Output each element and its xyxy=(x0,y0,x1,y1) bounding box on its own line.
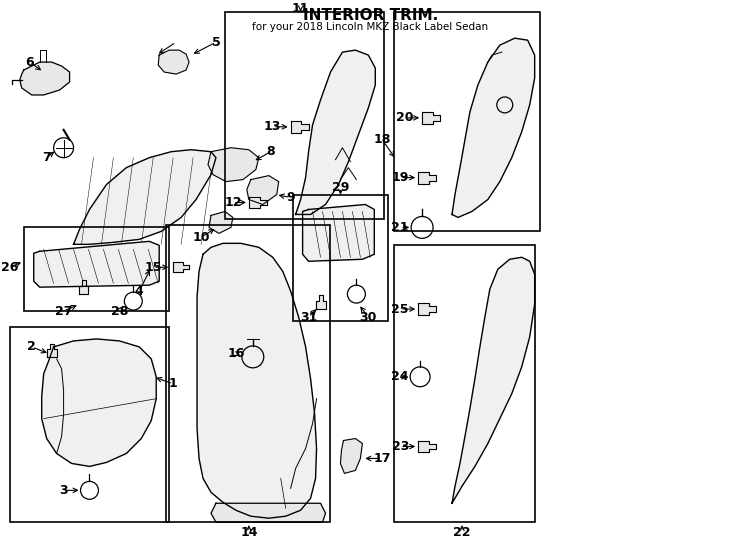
Text: 26: 26 xyxy=(1,261,18,274)
Polygon shape xyxy=(341,438,363,474)
Polygon shape xyxy=(316,295,325,309)
Polygon shape xyxy=(47,344,57,357)
Text: 3: 3 xyxy=(59,484,68,497)
Bar xyxy=(293,194,388,321)
Polygon shape xyxy=(452,38,534,218)
Text: INTERIOR TRIM.: INTERIOR TRIM. xyxy=(302,8,438,23)
Polygon shape xyxy=(197,244,316,518)
Text: 30: 30 xyxy=(360,310,377,323)
Polygon shape xyxy=(34,241,159,287)
Polygon shape xyxy=(418,172,436,184)
Text: 23: 23 xyxy=(391,440,409,453)
Text: 15: 15 xyxy=(145,261,162,274)
Text: for your 2018 Lincoln MKZ Black Label Sedan: for your 2018 Lincoln MKZ Black Label Se… xyxy=(252,22,488,32)
Polygon shape xyxy=(291,121,308,133)
Text: 29: 29 xyxy=(332,181,349,194)
Text: 24: 24 xyxy=(391,370,409,383)
Text: 2: 2 xyxy=(27,340,36,353)
Text: 31: 31 xyxy=(300,310,317,323)
Polygon shape xyxy=(79,280,89,294)
Text: 14: 14 xyxy=(240,525,258,538)
Polygon shape xyxy=(418,303,436,315)
Text: 22: 22 xyxy=(453,525,470,538)
Text: 5: 5 xyxy=(211,36,220,49)
Polygon shape xyxy=(211,503,325,522)
Text: 13: 13 xyxy=(264,120,281,133)
Bar xyxy=(10,327,169,522)
Bar xyxy=(394,12,539,231)
Polygon shape xyxy=(73,150,216,244)
Text: 19: 19 xyxy=(391,171,409,184)
Polygon shape xyxy=(296,50,375,214)
Text: 6: 6 xyxy=(26,56,34,69)
Polygon shape xyxy=(159,50,189,74)
Text: 12: 12 xyxy=(224,196,241,209)
Text: 28: 28 xyxy=(111,305,128,318)
Text: 25: 25 xyxy=(391,302,409,315)
Text: 20: 20 xyxy=(396,111,414,124)
Text: 27: 27 xyxy=(55,305,73,318)
Text: 7: 7 xyxy=(43,151,51,164)
Text: 8: 8 xyxy=(266,145,275,158)
Bar xyxy=(166,225,330,522)
Polygon shape xyxy=(302,205,374,261)
Text: 16: 16 xyxy=(228,347,244,360)
Bar xyxy=(225,12,385,219)
Polygon shape xyxy=(209,212,233,233)
Polygon shape xyxy=(173,262,189,272)
Polygon shape xyxy=(247,176,279,205)
Polygon shape xyxy=(249,197,266,208)
Text: 10: 10 xyxy=(192,231,210,244)
Polygon shape xyxy=(42,339,156,467)
Text: 11: 11 xyxy=(292,2,309,15)
Polygon shape xyxy=(452,257,534,503)
Text: 9: 9 xyxy=(286,191,295,204)
Polygon shape xyxy=(418,441,436,453)
Text: 4: 4 xyxy=(135,285,144,298)
Text: 1: 1 xyxy=(169,377,178,390)
Polygon shape xyxy=(422,112,440,124)
Text: 21: 21 xyxy=(391,221,409,234)
Text: 18: 18 xyxy=(374,133,391,146)
Polygon shape xyxy=(208,148,259,181)
Bar xyxy=(23,227,169,311)
Text: 17: 17 xyxy=(374,452,391,465)
Bar xyxy=(394,245,534,522)
Polygon shape xyxy=(20,62,70,95)
